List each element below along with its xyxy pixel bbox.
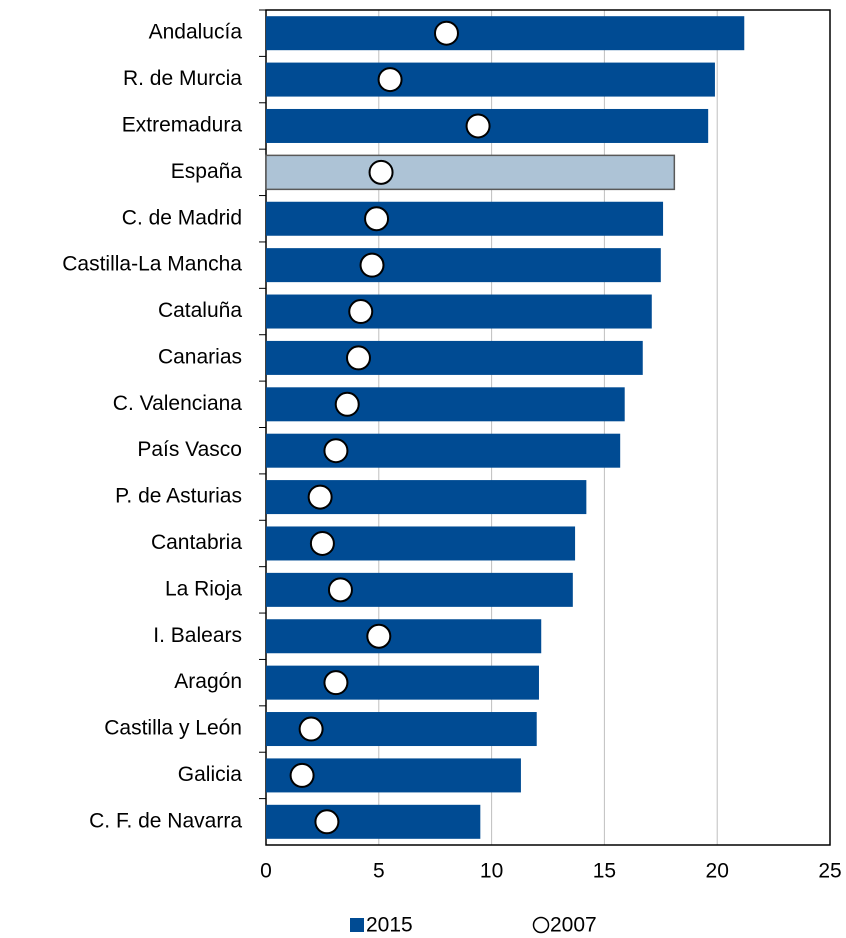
y-tick-label: Castilla-La Mancha [62, 253, 242, 276]
x-tick-label: 10 [480, 860, 503, 883]
bar [266, 248, 661, 283]
bar [266, 433, 621, 468]
dot [307, 484, 333, 510]
bar [266, 665, 539, 700]
dot [368, 159, 394, 185]
x-tick-label: 5 [373, 860, 385, 883]
dot [433, 20, 459, 46]
dot [345, 345, 371, 371]
y-tick-label: Extremadura [122, 114, 243, 137]
legend-swatch [532, 916, 550, 934]
x-tick-label: 20 [706, 860, 729, 883]
y-tick-label: Aragón [174, 670, 242, 693]
y-tick-label: Galicia [178, 763, 243, 786]
x-tick-label: 0 [260, 860, 272, 883]
x-tick-label: 15 [593, 860, 616, 883]
y-tick-label: P. de Asturias [115, 485, 242, 508]
y-tick-label: R. de Murcia [123, 67, 242, 90]
legend-label: 2007 [550, 914, 597, 937]
bar [266, 619, 542, 654]
bar [266, 804, 481, 839]
x-tick-label: 25 [818, 860, 841, 883]
dot [377, 67, 403, 93]
dot [323, 438, 349, 464]
dot [298, 716, 324, 742]
dot [364, 206, 390, 232]
dot [334, 391, 360, 417]
bar [266, 16, 745, 51]
y-tick-label: España [171, 160, 243, 183]
bar [266, 62, 715, 97]
y-tick-label: I. Balears [153, 624, 242, 647]
dot [323, 670, 349, 696]
y-tick-label: Andalucía [149, 21, 243, 44]
y-tick-label: La Rioja [165, 577, 242, 600]
y-tick-label: País Vasco [137, 438, 242, 461]
bar [266, 294, 652, 329]
bar [265, 154, 676, 191]
bar [266, 387, 625, 422]
dot [289, 762, 315, 788]
dot [359, 252, 385, 278]
bar [266, 201, 664, 236]
dot [314, 809, 340, 835]
dot [327, 577, 353, 603]
legend-label: 2015 [366, 914, 413, 937]
y-tick-label: Castilla y León [104, 717, 242, 740]
dot [348, 299, 374, 325]
y-tick-label: C. Valenciana [113, 392, 243, 415]
y-tick-label: C. de Madrid [122, 206, 242, 229]
y-tick-label: C. F. de Navarra [89, 809, 242, 832]
dot [309, 530, 335, 556]
bar [266, 572, 573, 607]
y-tick-label: Cataluña [158, 299, 242, 322]
dot [465, 113, 491, 139]
bar [266, 340, 643, 375]
dot [366, 623, 392, 649]
y-tick-label: Cantabria [151, 531, 242, 554]
y-tick-label: Canarias [158, 345, 242, 368]
legend-swatch [350, 918, 364, 932]
